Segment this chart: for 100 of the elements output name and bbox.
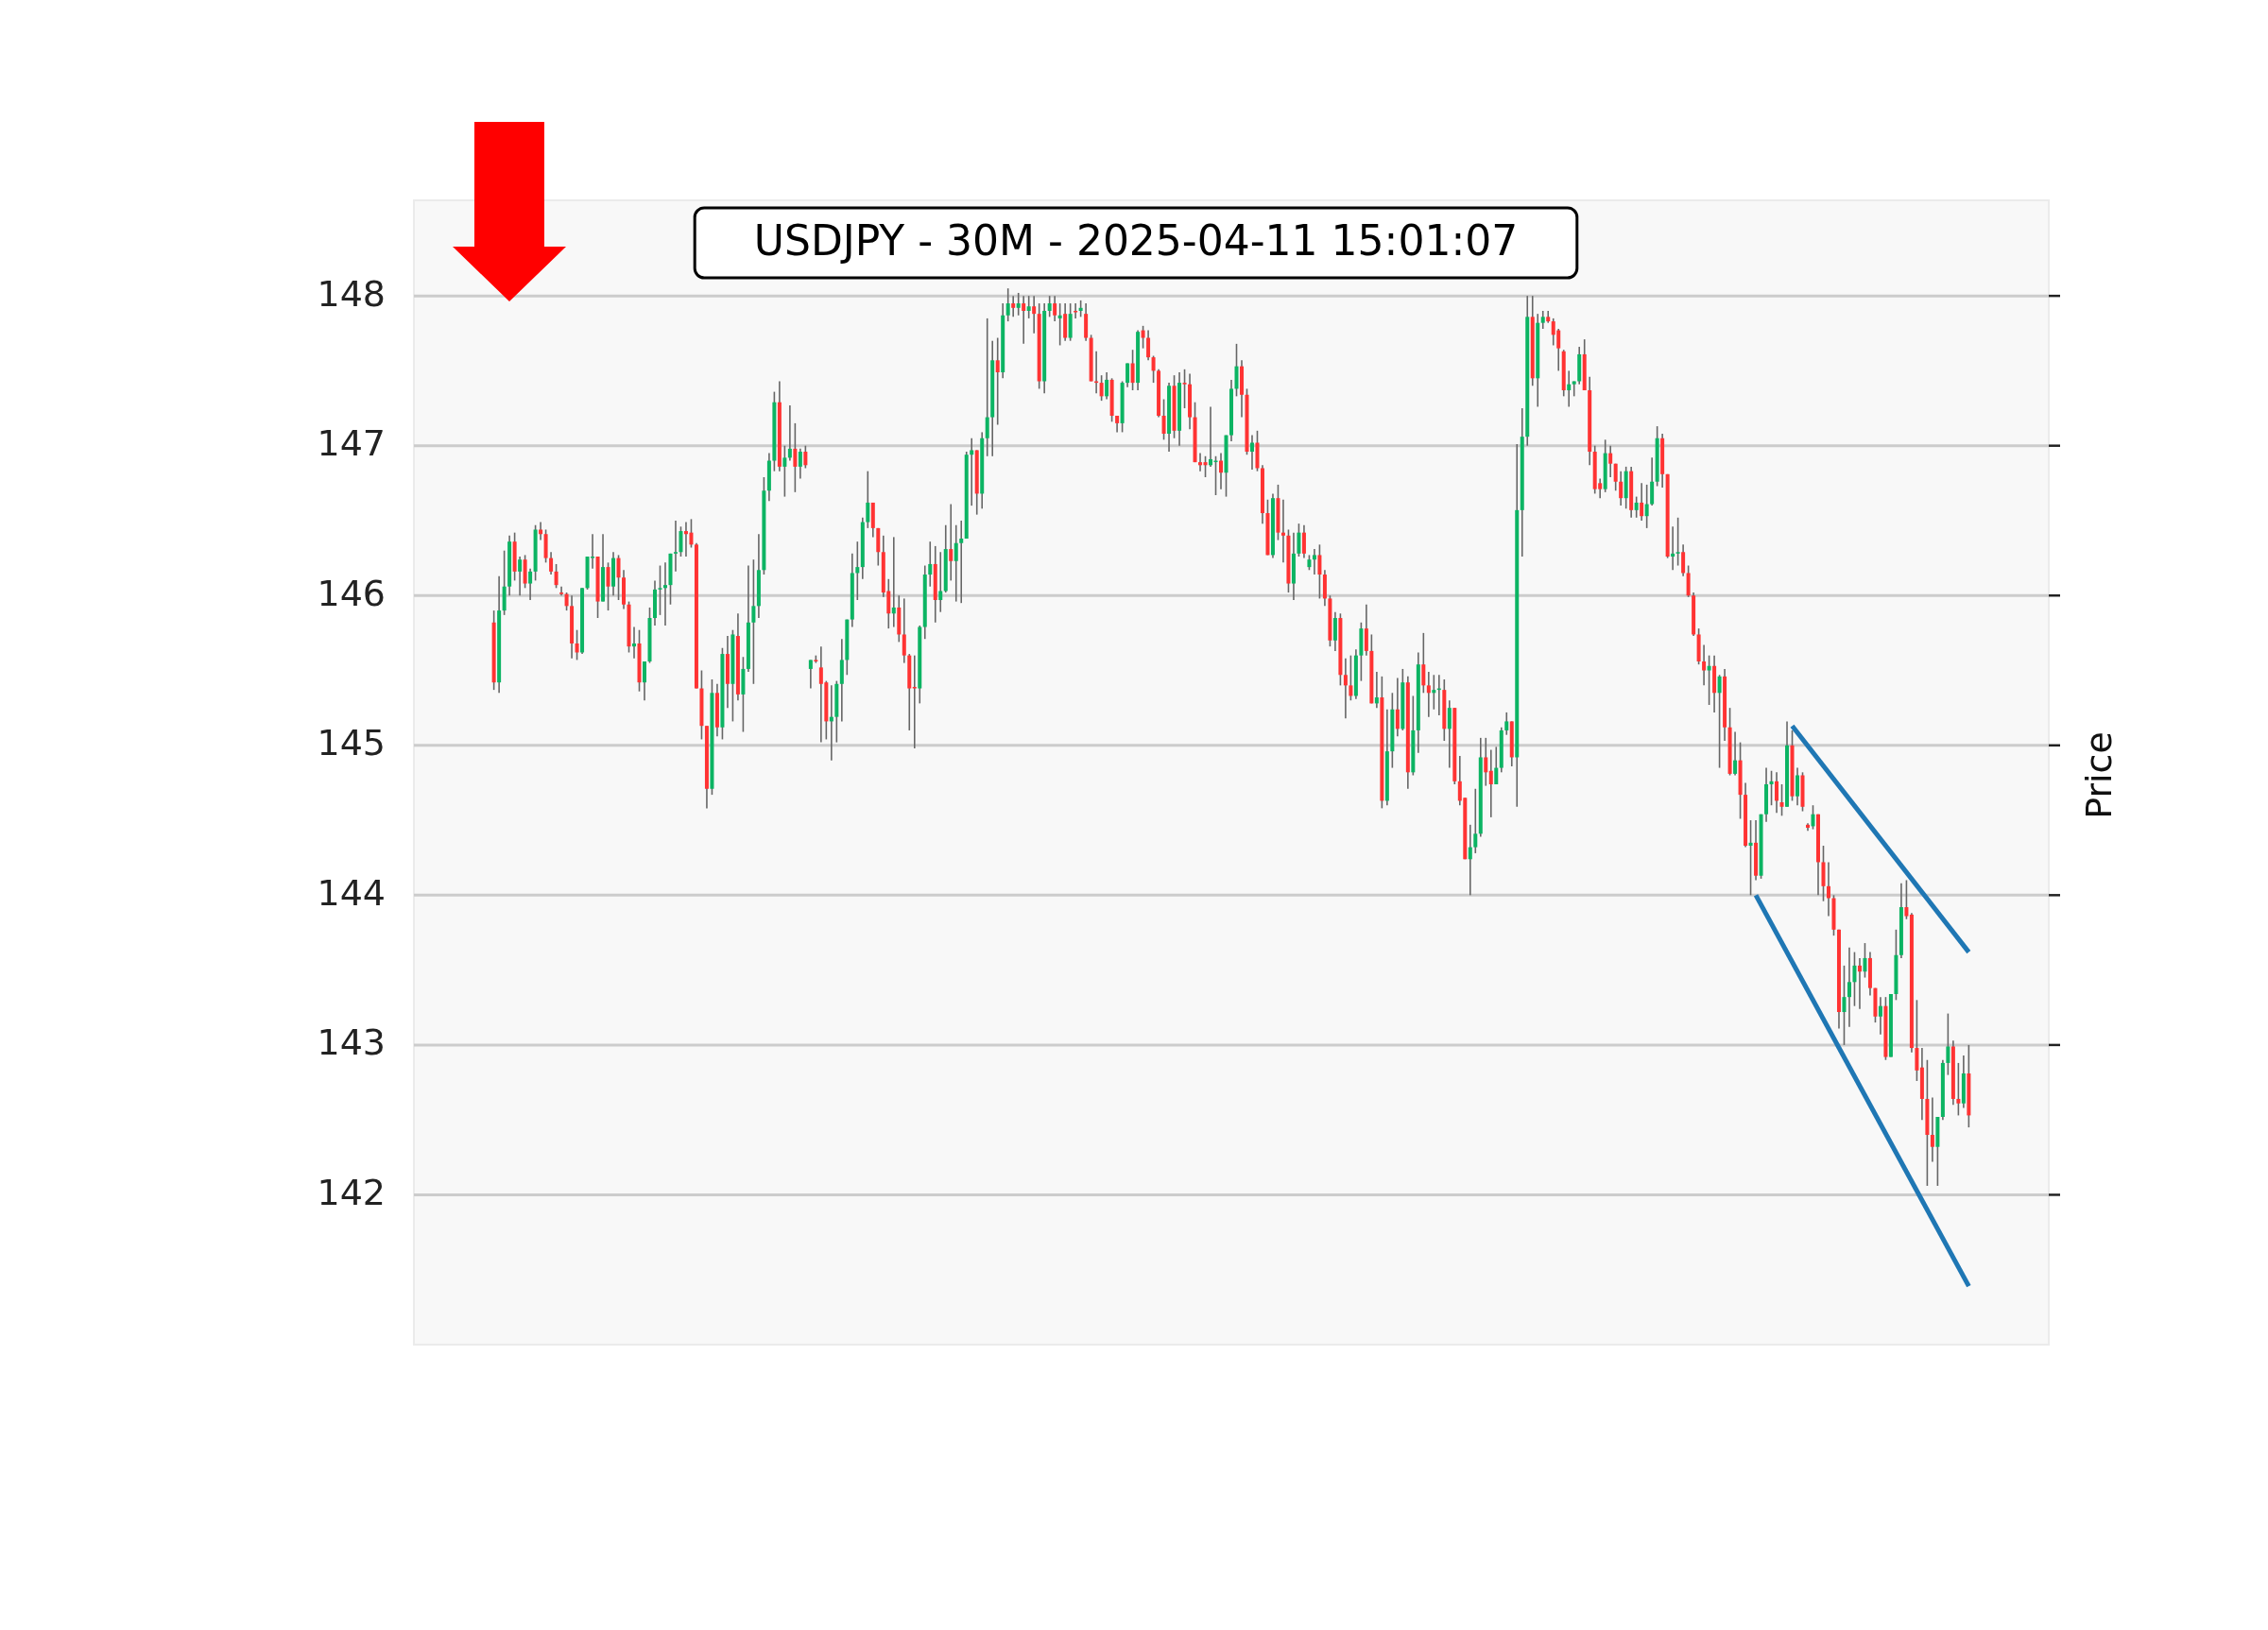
candlestick [1016,292,1021,317]
candlestick [1504,712,1509,736]
candlestick [1374,671,1379,709]
candlestick [902,597,906,664]
candlestick [1779,783,1784,817]
y-tick-label: 142 [317,1171,386,1213]
candlestick [1634,495,1639,519]
candlestick [1494,746,1499,785]
candlestick [1203,455,1208,478]
candlestick [549,551,554,575]
candlestick [1904,879,1909,920]
candlestick [1468,824,1472,897]
candlestick [1105,371,1109,401]
candlestick [1946,1012,1950,1076]
y-axis-title: Price [2077,731,2120,819]
candlestick [1011,295,1016,318]
candlestick [1857,957,1862,1010]
candlestick [803,444,808,470]
candlestick [1473,787,1478,854]
candlestick [1644,484,1649,529]
candlestick [643,661,646,702]
y-tick-label: 144 [317,871,386,914]
candlestick [575,628,579,661]
candlestick [1349,654,1353,702]
candlestick [1540,310,1545,330]
candlestick [1619,470,1624,506]
candlestick [1141,325,1145,350]
candlestick [1234,343,1239,398]
y-tick-label: 147 [317,422,386,465]
candlestick [1426,671,1431,718]
candlestick [1432,674,1436,711]
candlestick [1047,295,1052,318]
candlestick [1447,699,1452,769]
candlestick [891,536,896,628]
candlestick [1484,737,1488,787]
candlestick [1775,771,1779,814]
candlestick [1219,452,1224,490]
candlestick [782,444,787,498]
candlestick [1572,380,1576,398]
candlestick [1297,523,1301,558]
candlestick [528,567,533,601]
candlestick [808,659,813,690]
candlestick [855,540,860,601]
candlestick [985,317,989,457]
candlestick [564,592,569,611]
candlestick [1022,295,1026,345]
candlestick [1796,766,1800,807]
candlestick [1650,456,1655,506]
candlestick [1640,482,1644,522]
candlestick [1005,287,1010,322]
y-tick-label: 146 [317,572,386,614]
candlestick [1878,996,1882,1036]
candlestick [1332,610,1337,652]
candlestick [1733,730,1738,777]
candlestick [539,521,543,541]
candlestick [1099,374,1104,402]
candlestick [1057,302,1062,347]
candlestick [793,422,798,493]
candlestick [954,523,958,603]
candlestick [632,626,637,660]
candlestick [1198,452,1203,472]
chart-title: USDJPY - 30M - 2025-04-11 15:01:07 [753,216,1519,265]
candlestick [1702,643,1707,687]
candlestick [1053,295,1057,322]
candlestick [1182,369,1187,409]
candlestick [1826,861,1830,918]
candlestick [1956,1062,1961,1117]
candlestick [559,585,564,597]
candlestick [938,551,943,613]
candlestick [1026,295,1031,319]
candlestick [1395,677,1400,738]
candlestick [1364,603,1368,657]
candlestick [679,525,683,558]
candlestick [1613,462,1618,492]
candlestick [1681,543,1686,577]
candlestick [1125,362,1130,388]
candlestick [1811,804,1815,831]
candlestick [1130,349,1135,391]
candlestick [995,336,1000,426]
y-tick-label: 145 [317,722,386,764]
candlestick [658,564,662,616]
y-tick-label: 143 [317,1021,386,1064]
candlestick [1161,398,1166,441]
candlestick [518,556,523,597]
candlestick [1748,819,1753,897]
candlestick [616,554,621,601]
candlestick [1280,498,1285,564]
candlestick [1842,965,1847,1046]
candlestick [1301,523,1306,559]
candlestick [1249,434,1254,471]
candlestick [1863,942,1867,979]
candlestick [959,520,964,604]
candlestick [1707,654,1711,706]
candlestick [1343,658,1348,720]
candlestick [1032,295,1037,335]
candlestick [1209,405,1213,468]
candlestick [1317,543,1322,600]
candlestick [606,561,610,611]
candlestick [673,520,678,573]
candlestick [1847,947,1851,1028]
